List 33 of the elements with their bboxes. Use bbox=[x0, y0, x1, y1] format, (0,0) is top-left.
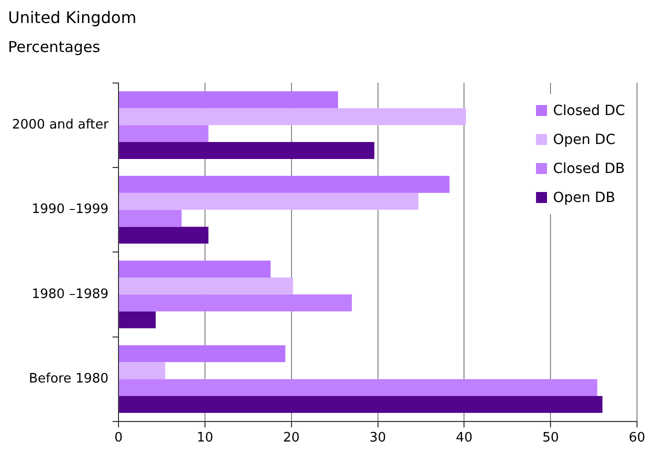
legend-label: Closed DB bbox=[552, 160, 625, 176]
bar bbox=[119, 125, 208, 142]
bar bbox=[119, 260, 271, 278]
bar bbox=[119, 210, 182, 227]
y-tick-label: 2000 and after bbox=[12, 118, 110, 132]
x-tick-label: 10 bbox=[196, 430, 214, 446]
legend-label: Open DC bbox=[552, 132, 616, 148]
legend-label: Open DB bbox=[552, 190, 616, 206]
legend-label: Closed DC bbox=[552, 102, 625, 118]
y-tick-label: 1980 –1989 bbox=[32, 286, 109, 302]
bar bbox=[119, 277, 294, 294]
bar bbox=[119, 362, 166, 380]
x-tick-label: 50 bbox=[542, 430, 559, 446]
x-tick-label: 20 bbox=[283, 430, 300, 446]
chart-title: United Kingdom bbox=[8, 8, 136, 27]
bar bbox=[119, 176, 450, 193]
chart-subtitle: Percentages bbox=[8, 38, 100, 56]
y-tick-label: Before 1980 bbox=[28, 371, 109, 386]
bar bbox=[119, 108, 466, 126]
bar bbox=[119, 311, 156, 328]
bar bbox=[119, 192, 418, 210]
bar bbox=[119, 345, 286, 362]
bar bbox=[119, 396, 602, 413]
bar bbox=[119, 294, 352, 312]
x-tick-label: 40 bbox=[456, 430, 472, 446]
bar bbox=[119, 379, 598, 396]
x-tick-label: 30 bbox=[370, 430, 386, 446]
x-tick-label: 60 bbox=[628, 430, 646, 446]
bar bbox=[119, 226, 208, 244]
bar bbox=[119, 142, 374, 159]
bar bbox=[119, 91, 338, 108]
y-tick-label: 1990 –1999 bbox=[32, 202, 109, 218]
x-tick-label: 0 bbox=[114, 430, 123, 446]
